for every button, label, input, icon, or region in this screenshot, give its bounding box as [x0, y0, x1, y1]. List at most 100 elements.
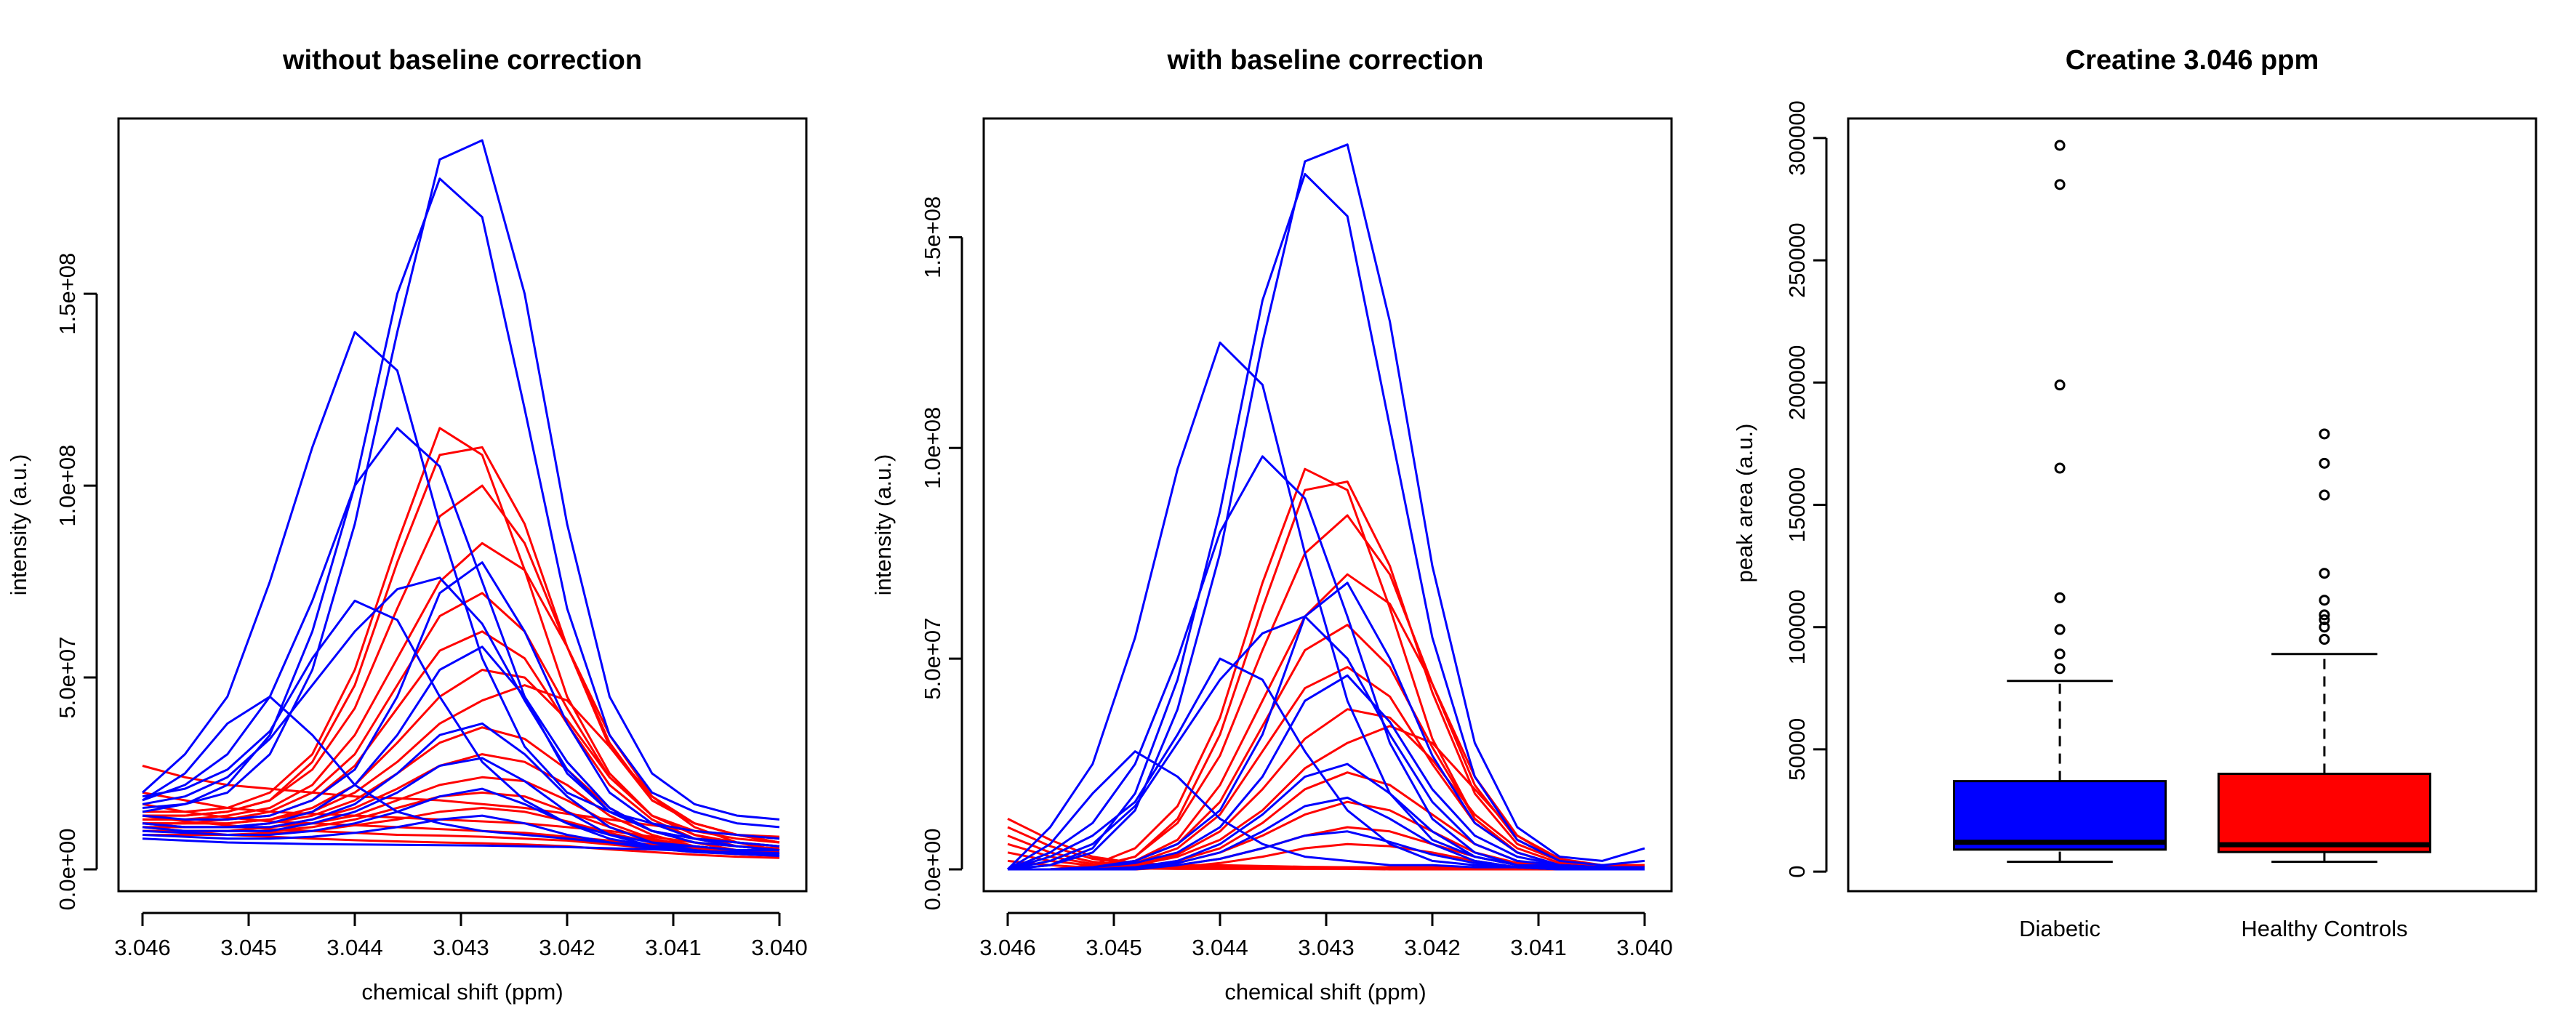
box-diabetic	[1953, 780, 2167, 851]
y-tick-label: 250000	[1784, 222, 1810, 297]
x-category-label: Healthy Controls	[2241, 916, 2407, 941]
y-tick-label: 50000	[1784, 718, 1810, 781]
y-tick-label: 0.0e+00	[55, 829, 80, 911]
spectrum-line-diabetic	[1007, 143, 1645, 871]
chart-title: without baseline correction	[282, 45, 642, 76]
x-axis-label: chemical shift (ppm)	[361, 979, 563, 1005]
panel-creatine-boxplot: Creatine 3.046 ppm peak area (a.u.) Diab…	[1732, 45, 2537, 941]
x-axis-label: chemical shift (ppm)	[1224, 979, 1426, 1005]
y-tick-label: 1.5e+08	[920, 196, 945, 278]
spectrum-line-control	[143, 446, 780, 840]
plot-frame	[1847, 117, 2537, 893]
spectrum-line-control	[1008, 480, 1645, 871]
spectrum-line-diabetic	[142, 576, 780, 848]
outlier-point	[2054, 379, 2066, 391]
outlier-point	[2319, 489, 2330, 501]
y-tick-label: 5.0e+07	[920, 618, 945, 700]
x-tick-label: 3.045	[220, 935, 277, 960]
spectrum-line-diabetic	[1007, 750, 1645, 871]
x-tick-label: 3.041	[645, 935, 702, 960]
outlier-point	[2319, 568, 2330, 579]
x-tick-label: 3.046	[979, 935, 1036, 960]
spectrum-line-diabetic	[142, 561, 780, 852]
spectrum-line-control	[143, 427, 780, 844]
spectrum-line-control	[142, 791, 780, 850]
spectrum-line-control	[143, 484, 780, 844]
box-control	[2217, 773, 2431, 853]
outlier-point	[2054, 140, 2066, 151]
outlier-point	[2054, 179, 2066, 190]
chart-title: Creatine 3.046 ppm	[2066, 45, 2319, 76]
outlier-point	[2054, 462, 2066, 474]
y-tick-label: 5.0e+07	[55, 637, 80, 719]
spectrum-line-diabetic	[142, 645, 780, 852]
spectrum-line-diabetic	[142, 177, 780, 829]
x-tick-label: 3.040	[751, 935, 808, 960]
outlier-point	[2319, 595, 2330, 606]
x-tick-label: 3.044	[326, 935, 383, 960]
x-category-label: Diabetic	[2019, 916, 2100, 941]
spectrum-line-diabetic	[142, 600, 779, 852]
outlier-point	[2054, 648, 2066, 660]
spectrum-line-diabetic	[1008, 674, 1645, 871]
spectrum-line-control	[143, 542, 780, 844]
spectrum-line-diabetic	[142, 139, 780, 821]
y-axis-label: intensity (a.u.)	[870, 454, 896, 596]
outlier-point	[2319, 428, 2330, 440]
outlier-point	[2054, 624, 2066, 635]
axes: 3.046 3.045 3.044 3.043 3.042 3.041 3.040 0.0e+…	[55, 253, 808, 960]
y-tick-label: 300000	[1784, 100, 1810, 175]
plot-frame	[117, 117, 808, 893]
spectrum-line-diabetic	[1006, 341, 1645, 871]
boxes	[1953, 140, 2431, 864]
y-axis-label: intensity (a.u.)	[6, 454, 31, 596]
panel-with-baseline: with baseline correction chemical shift …	[870, 45, 1673, 1005]
y-tick-label: 200000	[1784, 345, 1810, 420]
y-tick-label: 1.0e+08	[920, 407, 945, 489]
x-tick-label: 3.044	[1192, 935, 1248, 960]
outlier-point	[2319, 634, 2330, 645]
outlier-point	[2054, 592, 2066, 603]
outlier-point	[2319, 614, 2330, 626]
spectrum-line-control	[1008, 514, 1645, 871]
outlier-point	[2319, 609, 2330, 621]
x-tick-label: 3.043	[433, 935, 489, 960]
y-tick-label: 0	[1784, 865, 1810, 877]
spectrum-line-control	[1008, 666, 1645, 871]
x-tick-label: 3.046	[114, 935, 171, 960]
y-axis-label: peak area (a.u.)	[1732, 424, 1757, 583]
spectrum-line-diabetic	[1008, 582, 1645, 871]
x-tick-label: 3.040	[1616, 935, 1673, 960]
spectrum-line-diabetic	[1007, 172, 1645, 871]
spectrum-line-diabetic	[141, 331, 780, 840]
y-tick-label: 0.0e+00	[920, 829, 945, 911]
y-tick-label: 150000	[1784, 467, 1810, 542]
spectra-lines	[141, 139, 780, 859]
spectrum-line-control	[143, 776, 780, 856]
spectrum-line-diabetic	[1007, 657, 1645, 871]
x-tick-label: 3.042	[539, 935, 595, 960]
outlier-point	[2319, 457, 2330, 469]
spectrum-line-diabetic	[1007, 615, 1645, 871]
plot-frame	[982, 117, 1673, 893]
spectrum-line-control	[1008, 725, 1645, 871]
x-tick-label: 3.042	[1404, 935, 1461, 960]
y-tick-label: 100000	[1784, 590, 1810, 664]
spectrum-line-diabetic	[142, 837, 780, 855]
x-tick-label: 3.041	[1510, 935, 1567, 960]
spectrum-line-diabetic	[142, 787, 779, 856]
outlier-point	[2319, 621, 2330, 633]
spectra-lines	[1006, 143, 1645, 871]
outlier-point	[2054, 663, 2066, 675]
spectrum-line-control	[1008, 573, 1645, 871]
x-tick-label: 3.045	[1086, 935, 1142, 960]
x-tick-label: 3.043	[1298, 935, 1355, 960]
axes: 3.046 3.045 3.044 3.043 3.042 3.041 3.040 0.0e+…	[920, 196, 1673, 960]
panel-without-baseline: without baseline correction chemical shi…	[6, 45, 808, 1005]
axes: Diabetic Healthy Controls 0 50000 100000 1500…	[1784, 100, 2408, 941]
y-tick-label: 1.5e+08	[55, 253, 80, 335]
chart-title: with baseline correction	[1167, 45, 1484, 76]
spectrum-line-control	[143, 684, 780, 852]
y-tick-label: 1.0e+08	[55, 445, 80, 527]
